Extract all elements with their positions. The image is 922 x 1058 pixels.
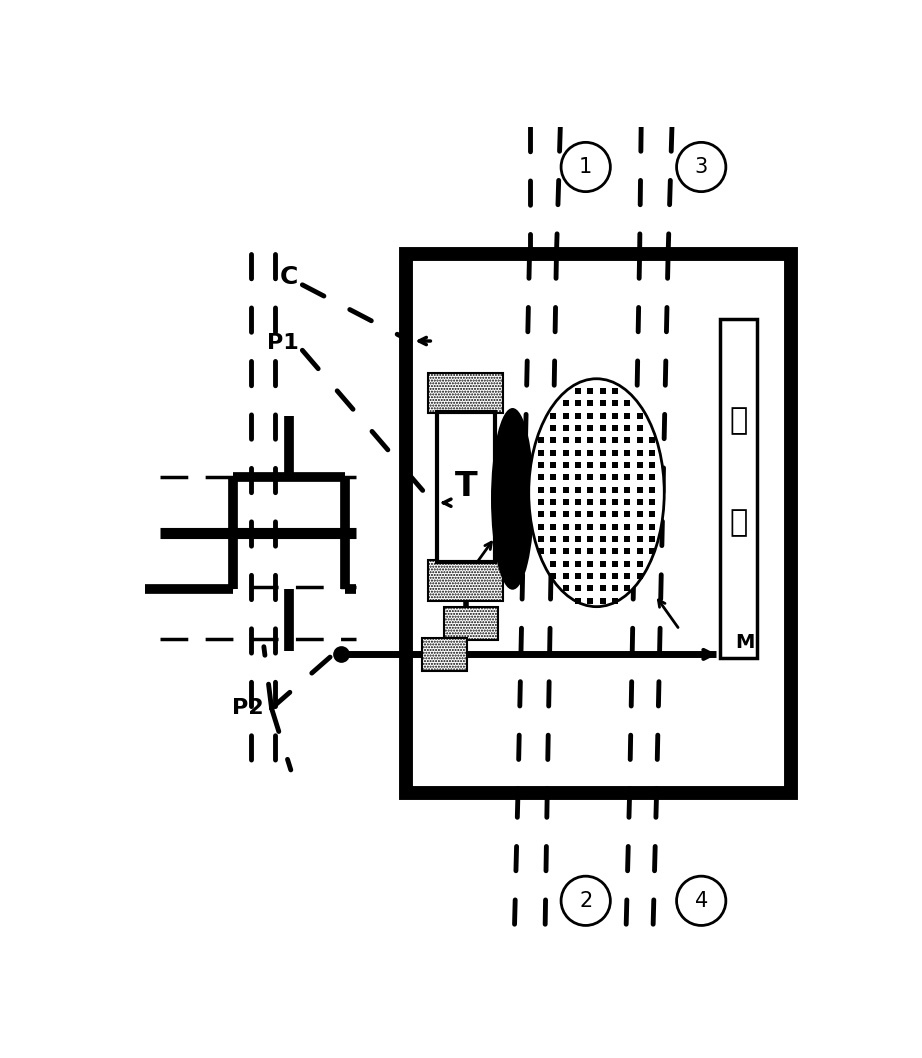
Text: 基: 基 <box>729 405 748 437</box>
Text: P2: P2 <box>232 698 264 718</box>
Text: M: M <box>736 634 755 653</box>
Text: 2: 2 <box>579 891 592 911</box>
Ellipse shape <box>528 379 664 606</box>
Text: C: C <box>280 266 299 289</box>
Bar <box>428 373 503 414</box>
Text: 3: 3 <box>694 157 708 177</box>
Text: 1: 1 <box>579 157 592 177</box>
Bar <box>720 320 757 658</box>
Bar <box>437 412 495 562</box>
Text: 材: 材 <box>729 507 748 539</box>
Text: P1: P1 <box>266 332 299 352</box>
Bar <box>422 638 467 671</box>
Bar <box>444 607 498 640</box>
Text: 4: 4 <box>694 891 708 911</box>
Bar <box>407 254 791 794</box>
Bar <box>428 561 503 601</box>
Ellipse shape <box>491 408 534 589</box>
Text: T: T <box>455 471 478 504</box>
